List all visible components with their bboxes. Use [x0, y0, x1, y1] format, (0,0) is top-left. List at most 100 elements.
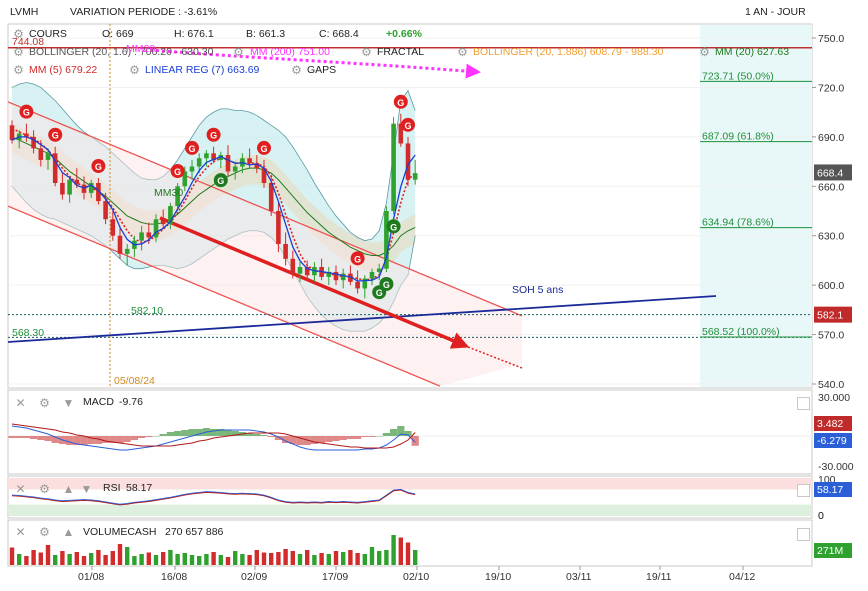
- gear-icon[interactable]: ⚙: [129, 63, 140, 77]
- macd-value: -9.76: [119, 396, 143, 408]
- arrow-down-icon[interactable]: ▼: [62, 396, 75, 410]
- fractal-up-marker: [19, 104, 34, 119]
- fractal-up-marker: [206, 127, 221, 142]
- volume-bar: [161, 552, 166, 565]
- volume-bar: [197, 556, 202, 565]
- fib-level-label: 568.52 (100.0%): [702, 326, 780, 338]
- volume-bar: [189, 555, 195, 565]
- candle-body: [405, 143, 411, 180]
- gear-icon[interactable]: ⚙: [13, 45, 24, 59]
- macd-histogram-bar: [296, 436, 304, 445]
- fractal-up-label: G: [23, 108, 30, 118]
- volume-bar: [74, 552, 79, 565]
- arrow-up-icon[interactable]: ▲: [62, 482, 75, 496]
- candle-body: [204, 153, 209, 159]
- candle-body: [376, 268, 382, 272]
- price-tick-label: 660.0: [818, 181, 844, 193]
- macd-histogram-bar: [210, 429, 218, 436]
- gear-icon[interactable]: ⚙: [699, 45, 710, 59]
- volume-bar: [261, 552, 267, 565]
- macd-histogram-bar: [188, 429, 196, 436]
- arrow-down-icon[interactable]: ▼: [80, 482, 93, 496]
- gear-icon[interactable]: ⚙: [39, 482, 50, 496]
- macd-histogram-bar: [166, 432, 174, 436]
- legend-bollinger2: BOLLINGER (20, 1.886) 608.79 - 988.30: [473, 46, 664, 58]
- legend-fractal: FRACTAL: [377, 46, 425, 58]
- gear-icon[interactable]: ⚙: [457, 45, 468, 59]
- candle-body: [38, 148, 44, 160]
- macd-histogram-bar: [231, 431, 239, 436]
- fractal-up-label: G: [405, 121, 412, 131]
- candle-body: [261, 168, 267, 183]
- x-tick-label: 01/08: [78, 571, 104, 583]
- candle-body: [67, 179, 72, 195]
- mm30-label: MM30: [154, 187, 184, 199]
- macd-histogram-bar: [145, 436, 153, 437]
- close-icon[interactable]: ✕: [15, 396, 26, 410]
- gear-icon[interactable]: ⚙: [13, 63, 24, 77]
- candle-body: [74, 179, 80, 185]
- close-icon[interactable]: ✕: [15, 482, 26, 496]
- volume-axis-zero: 0: [818, 510, 824, 522]
- gear-icon[interactable]: ⚙: [13, 27, 24, 41]
- volume-checkbox[interactable]: [797, 528, 810, 541]
- period-label[interactable]: 1 AN - JOUR: [745, 6, 806, 18]
- volume-bar: [283, 549, 288, 565]
- fractal-up-label: G: [261, 144, 268, 154]
- volume-value: 270 657 886: [165, 526, 224, 538]
- fractal-down-marker: [386, 219, 401, 234]
- current-price-tag: 668.4: [817, 167, 843, 179]
- volume-bar: [355, 553, 360, 565]
- gear-icon[interactable]: ⚙: [291, 63, 302, 77]
- volume-bar: [341, 552, 346, 565]
- candle-body: [31, 136, 36, 149]
- bollinger-upper-line: [11, 82, 416, 242]
- candle-body: [391, 123, 396, 211]
- macd-histogram-bar: [404, 431, 412, 436]
- candle-body: [45, 153, 51, 160]
- rsi-signal-line: [11, 489, 416, 506]
- candle-body: [153, 219, 159, 238]
- fractal-up-marker: [48, 127, 63, 142]
- mm20-line: [11, 136, 416, 256]
- candle-body: [175, 186, 180, 207]
- rsi-checkbox[interactable]: [797, 484, 810, 497]
- close-icon[interactable]: ✕: [15, 525, 26, 539]
- gear-icon[interactable]: ⚙: [39, 396, 50, 410]
- volume-bar: [333, 551, 339, 565]
- candle-body: [88, 182, 94, 193]
- volume-bar: [326, 554, 331, 565]
- volume-bar: [24, 556, 29, 565]
- legend-cours: COURS: [29, 28, 67, 40]
- macd-histogram-bar: [15, 436, 23, 438]
- macd-histogram-bar: [332, 436, 340, 441]
- macd-tag-bg: [814, 433, 852, 448]
- macd-histogram-bar: [267, 436, 275, 437]
- candle-body: [81, 184, 87, 193]
- variation-label: VARIATION PERIODE : -3.61%: [70, 6, 218, 18]
- volume-bar: [153, 555, 159, 565]
- candle-body: [290, 258, 296, 274]
- arrow-up-icon[interactable]: ▲: [62, 525, 75, 539]
- volume-bar: [413, 550, 418, 565]
- volume-bar: [146, 552, 151, 565]
- candle-body: [168, 206, 173, 225]
- candle-body: [52, 153, 58, 183]
- candle-body: [96, 182, 101, 202]
- volume-bar: [182, 553, 187, 565]
- legend-linreg: LINEAR REG (7) 663.69: [145, 64, 260, 76]
- fractal-down-label: G: [390, 222, 397, 232]
- fractal-up-marker: [170, 163, 185, 178]
- projection-zone: [700, 25, 812, 387]
- volume-bar: [103, 555, 108, 565]
- volume-bar: [305, 550, 310, 565]
- macd-checkbox[interactable]: [797, 397, 810, 410]
- gear-icon[interactable]: ⚙: [39, 525, 50, 539]
- gear-icon[interactable]: ⚙: [361, 45, 372, 59]
- fractal-down-label: G: [376, 288, 383, 298]
- gear-icon[interactable]: ⚙: [233, 45, 244, 59]
- fractal-up-marker: [393, 94, 408, 109]
- rsi-tag: 58.17: [817, 484, 843, 496]
- macd-label: MACD: [83, 396, 114, 408]
- volume-bar: [110, 551, 115, 565]
